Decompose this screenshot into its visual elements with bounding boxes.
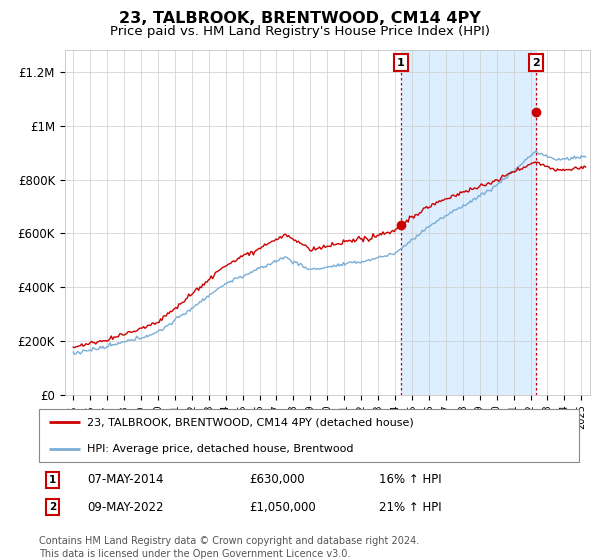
Text: Contains HM Land Registry data © Crown copyright and database right 2024.
This d: Contains HM Land Registry data © Crown c… bbox=[39, 536, 419, 559]
Text: 1: 1 bbox=[397, 58, 405, 68]
Text: Price paid vs. HM Land Registry's House Price Index (HPI): Price paid vs. HM Land Registry's House … bbox=[110, 25, 490, 38]
Text: 1: 1 bbox=[49, 474, 56, 484]
Text: 2: 2 bbox=[49, 502, 56, 512]
Text: 09-MAY-2022: 09-MAY-2022 bbox=[88, 501, 164, 514]
Text: HPI: Average price, detached house, Brentwood: HPI: Average price, detached house, Bren… bbox=[86, 444, 353, 454]
Text: 16% ↑ HPI: 16% ↑ HPI bbox=[379, 473, 442, 486]
Text: 23, TALBROOK, BRENTWOOD, CM14 4PY (detached house): 23, TALBROOK, BRENTWOOD, CM14 4PY (detac… bbox=[86, 417, 413, 427]
Text: 2: 2 bbox=[533, 58, 541, 68]
Text: 23, TALBROOK, BRENTWOOD, CM14 4PY: 23, TALBROOK, BRENTWOOD, CM14 4PY bbox=[119, 11, 481, 26]
Text: 21% ↑ HPI: 21% ↑ HPI bbox=[379, 501, 442, 514]
FancyBboxPatch shape bbox=[39, 409, 579, 462]
Bar bbox=[401, 50, 536, 395]
Text: £1,050,000: £1,050,000 bbox=[250, 501, 316, 514]
Text: 07-MAY-2014: 07-MAY-2014 bbox=[88, 473, 164, 486]
Text: £630,000: £630,000 bbox=[250, 473, 305, 486]
